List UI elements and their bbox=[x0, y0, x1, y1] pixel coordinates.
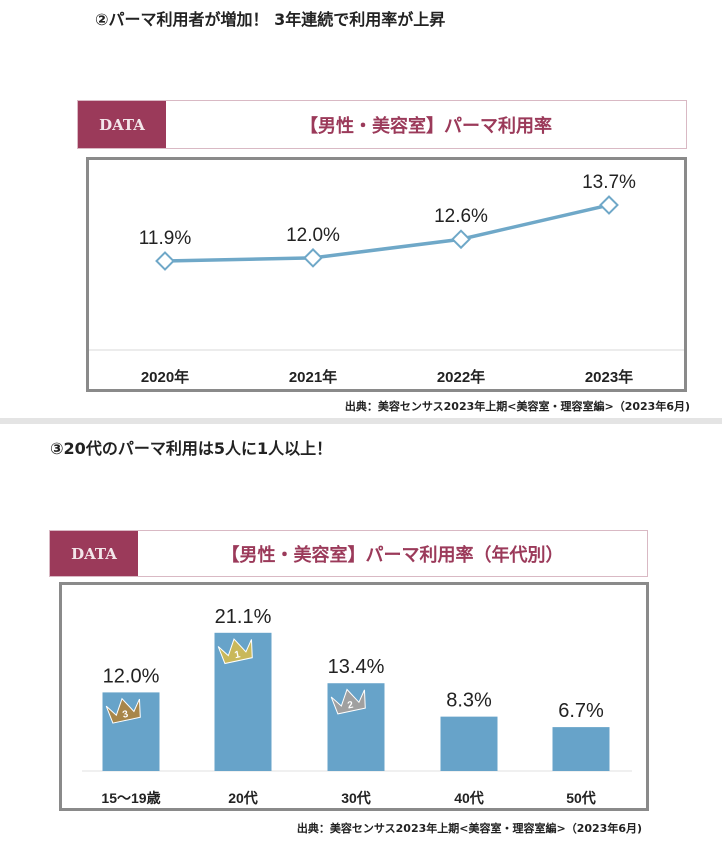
data-point bbox=[303, 247, 323, 268]
data-label: 12.6% bbox=[434, 206, 488, 227]
data-label: 13.7% bbox=[582, 172, 636, 193]
series-line bbox=[164, 203, 610, 263]
bar bbox=[102, 692, 160, 771]
data-label: 13.4% bbox=[328, 656, 385, 678]
section1-title: ②パーマ利用者が増加！ 3年連続で利用率が上昇 bbox=[95, 10, 446, 29]
x-tick-label: 2021年 bbox=[289, 368, 337, 386]
chart1-header: DATA 【男性・美容室】パーマ利用率 bbox=[77, 100, 687, 149]
chart1-source: 出典：美容センサス2023年上期<美容室・理容室編>（2023年6月) bbox=[344, 400, 690, 413]
chart2-source: 出典：美容センサス2023年上期<美容室・理容室編>（2023年6月) bbox=[296, 822, 642, 835]
x-tick-label: 30代 bbox=[341, 790, 371, 806]
x-tick-label: 20代 bbox=[228, 790, 258, 806]
line-chart: 11.9% 2020年 12.0% 2021年 12.6% 2022年 13.7% 2023年 bbox=[89, 172, 684, 386]
section-divider bbox=[0, 418, 722, 424]
data-point bbox=[155, 251, 175, 271]
data-tag: DATA bbox=[78, 101, 166, 148]
x-tick-label: 15～19歳 bbox=[101, 790, 160, 806]
crown-shape bbox=[217, 638, 253, 665]
x-tick-label: 2020年 bbox=[141, 368, 189, 386]
rank-number: 3 bbox=[122, 709, 130, 721]
x-tick-label: 40代 bbox=[454, 790, 484, 806]
data-label: 8.3% bbox=[446, 690, 492, 712]
x-tick-label: 2023年 bbox=[585, 368, 633, 386]
bar bbox=[327, 683, 385, 771]
section2-title: ③20代のパーマ利用は5人に1人以上！ bbox=[50, 439, 333, 458]
x-tick-label: 50代 bbox=[566, 790, 596, 806]
data-point bbox=[599, 195, 619, 215]
data-label: 6.7% bbox=[558, 700, 604, 722]
data-label: 12.0% bbox=[286, 225, 340, 246]
rank-number: 1 bbox=[234, 649, 242, 661]
bar bbox=[440, 716, 498, 771]
rank-1-crown-icon: 1 bbox=[217, 638, 253, 665]
chart2-title: 【男性・美容室】パーマ利用率（年代別） bbox=[221, 544, 564, 566]
data-label: 11.9% bbox=[139, 228, 192, 249]
data-tag: DATA bbox=[50, 531, 138, 576]
x-tick-label: 2022年 bbox=[437, 368, 485, 386]
data-label: 12.0% bbox=[103, 665, 160, 687]
chart1-frame: 11.9% 2020年 12.0% 2021年 12.6% 2022年 13.7% 2023年 bbox=[86, 157, 687, 392]
rank-number: 2 bbox=[347, 700, 355, 712]
chart2-header: DATA 【男性・美容室】パーマ利用率（年代別） bbox=[49, 530, 648, 577]
crown-shape bbox=[105, 697, 141, 724]
chart2-frame: 12.0% 15～19歳 3 21.1% 20代 1 13.4% 30代 2 8.3% 40代 6.7… bbox=[59, 582, 649, 811]
bar-chart: 12.0% 15～19歳 3 21.1% 20代 1 13.4% 30代 2 8.3% 40代 6.7… bbox=[82, 606, 632, 806]
rank-3-crown-icon: 3 bbox=[105, 697, 141, 724]
data-label: 21.1% bbox=[215, 606, 272, 628]
rank-2-crown-icon: 2 bbox=[330, 688, 366, 715]
chart1-title: 【男性・美容室】パーマ利用率 bbox=[300, 115, 552, 137]
bar bbox=[552, 727, 610, 771]
crown-shape bbox=[330, 688, 366, 715]
data-point bbox=[451, 229, 471, 250]
